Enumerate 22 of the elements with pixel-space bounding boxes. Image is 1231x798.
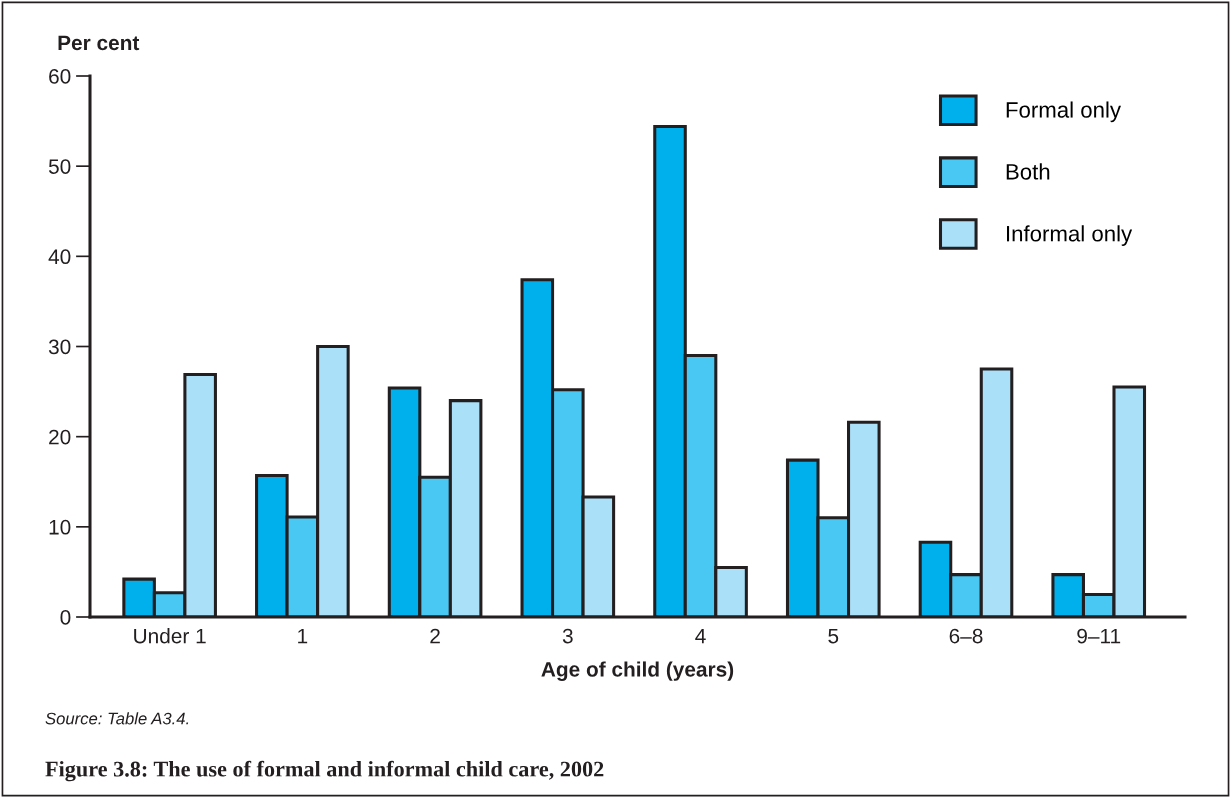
x-tick-label: 4 [695, 628, 706, 644]
x-tick-label: 2 [430, 628, 440, 644]
y-tick-label: 30 [48, 339, 71, 355]
text: Figure 3.8: The use of formal and informal child care, 2002 [45, 760, 604, 782]
y-tick-label: 50 [48, 159, 71, 174]
y-tick-label: 40 [48, 249, 71, 265]
x-tick-label: Under 1 [134, 628, 206, 644]
legend-label: Formal only [1006, 101, 1121, 123]
y-tick-label: 0 [60, 610, 71, 625]
y-axis-title: Per cent [58, 35, 140, 51]
x-tick-label: 5 [828, 628, 839, 644]
x-tick-label: 1 [298, 628, 308, 644]
x-axis-title: Age of child (years) [541, 661, 734, 681]
y-tick-label: 60 [49, 69, 71, 84]
x-tick-label: 9–11 [1077, 628, 1121, 644]
source-note: Source: Table A3.4. [45, 712, 189, 725]
x-tick-label: 6–8 [949, 628, 983, 644]
x-tick-label: 3 [562, 628, 573, 644]
legend-label: Both [1006, 163, 1050, 180]
y-tick-label: 20 [49, 429, 71, 445]
legend-label: Informal only [1007, 225, 1133, 246]
y-tick-label: 10 [49, 519, 71, 535]
